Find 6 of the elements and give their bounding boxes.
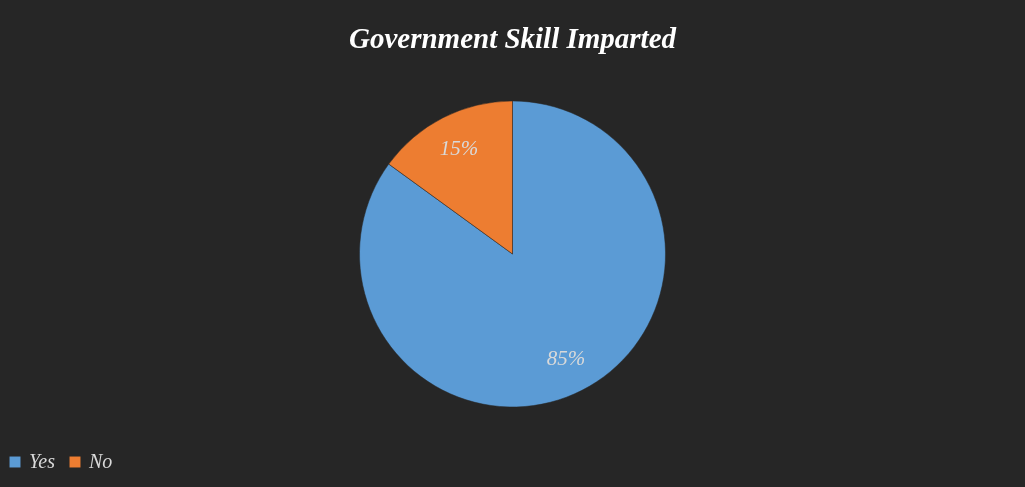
pie-slice (359, 100, 666, 408)
data-label: 85% (546, 346, 586, 371)
chart-title: Government Skill Imparted (348, 22, 677, 54)
legend-label: Yes (29, 450, 56, 472)
legend-label: No (88, 450, 113, 472)
data-label: 15% (439, 135, 479, 160)
